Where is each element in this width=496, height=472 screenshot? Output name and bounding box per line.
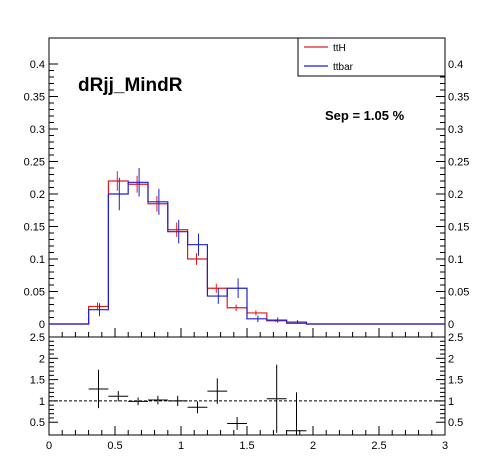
separation-annotation: Sep = 1.05 % <box>325 108 405 123</box>
y-tick-label-right: 0.15 <box>448 222 469 234</box>
x-tick-label: 0.5 <box>107 440 122 452</box>
legend-box <box>298 38 445 76</box>
y-tick-label-right: 0.1 <box>448 254 463 266</box>
y-tick-label-right: 0.05 <box>448 287 469 299</box>
y-tick-label: 0.35 <box>24 92 45 104</box>
y-tick-label: 0 <box>39 319 45 331</box>
ratio-y-tick-label-right: 2 <box>448 353 454 365</box>
y-tick-label-right: 0.4 <box>448 59 463 71</box>
x-tick-label: 0 <box>46 440 52 452</box>
x-tick-label: 1.5 <box>239 440 254 452</box>
x-tick-label: 1 <box>178 440 184 452</box>
x-tick-label: 3 <box>442 440 448 452</box>
y-tick-label: 0.25 <box>24 157 45 169</box>
y-tick-label: 0.4 <box>30 59 45 71</box>
y-tick-label: 0.1 <box>30 254 45 266</box>
y-tick-label: 0.3 <box>30 124 45 136</box>
ratio-y-tick-label-right: 2.5 <box>448 332 463 344</box>
chart-title: dRjj_MindR <box>78 75 183 96</box>
legend-label-tth: ttH <box>333 43 346 54</box>
legend-label-ttbar: ttbar <box>333 62 354 73</box>
ratio-y-tick-label: 0.5 <box>30 417 45 429</box>
ratio-y-tick-label: 1.5 <box>30 375 45 387</box>
x-tick-label: 2.5 <box>371 440 386 452</box>
ratio-y-tick-label-right: 1 <box>448 396 454 408</box>
ratio-y-tick-label: 2.5 <box>30 332 45 344</box>
y-tick-label: 0.15 <box>24 222 45 234</box>
x-tick-label: 2 <box>310 440 316 452</box>
y-tick-label: 0.2 <box>30 189 45 201</box>
legend: ttH ttbar <box>298 38 445 76</box>
ratio-y-tick-label-right: 0.5 <box>448 417 463 429</box>
ratio-y-tick-label: 2 <box>39 353 45 365</box>
ratio-y-tick-label: 1 <box>39 396 45 408</box>
y-tick-label-right: 0 <box>448 319 454 331</box>
y-tick-label-right: 0.25 <box>448 157 469 169</box>
y-tick-label-right: 0.2 <box>448 189 463 201</box>
ratio-y-tick-label-right: 1.5 <box>448 375 463 387</box>
y-tick-label: 0.05 <box>24 287 45 299</box>
y-tick-label-right: 0.35 <box>448 92 469 104</box>
y-tick-label-right: 0.3 <box>448 124 463 136</box>
